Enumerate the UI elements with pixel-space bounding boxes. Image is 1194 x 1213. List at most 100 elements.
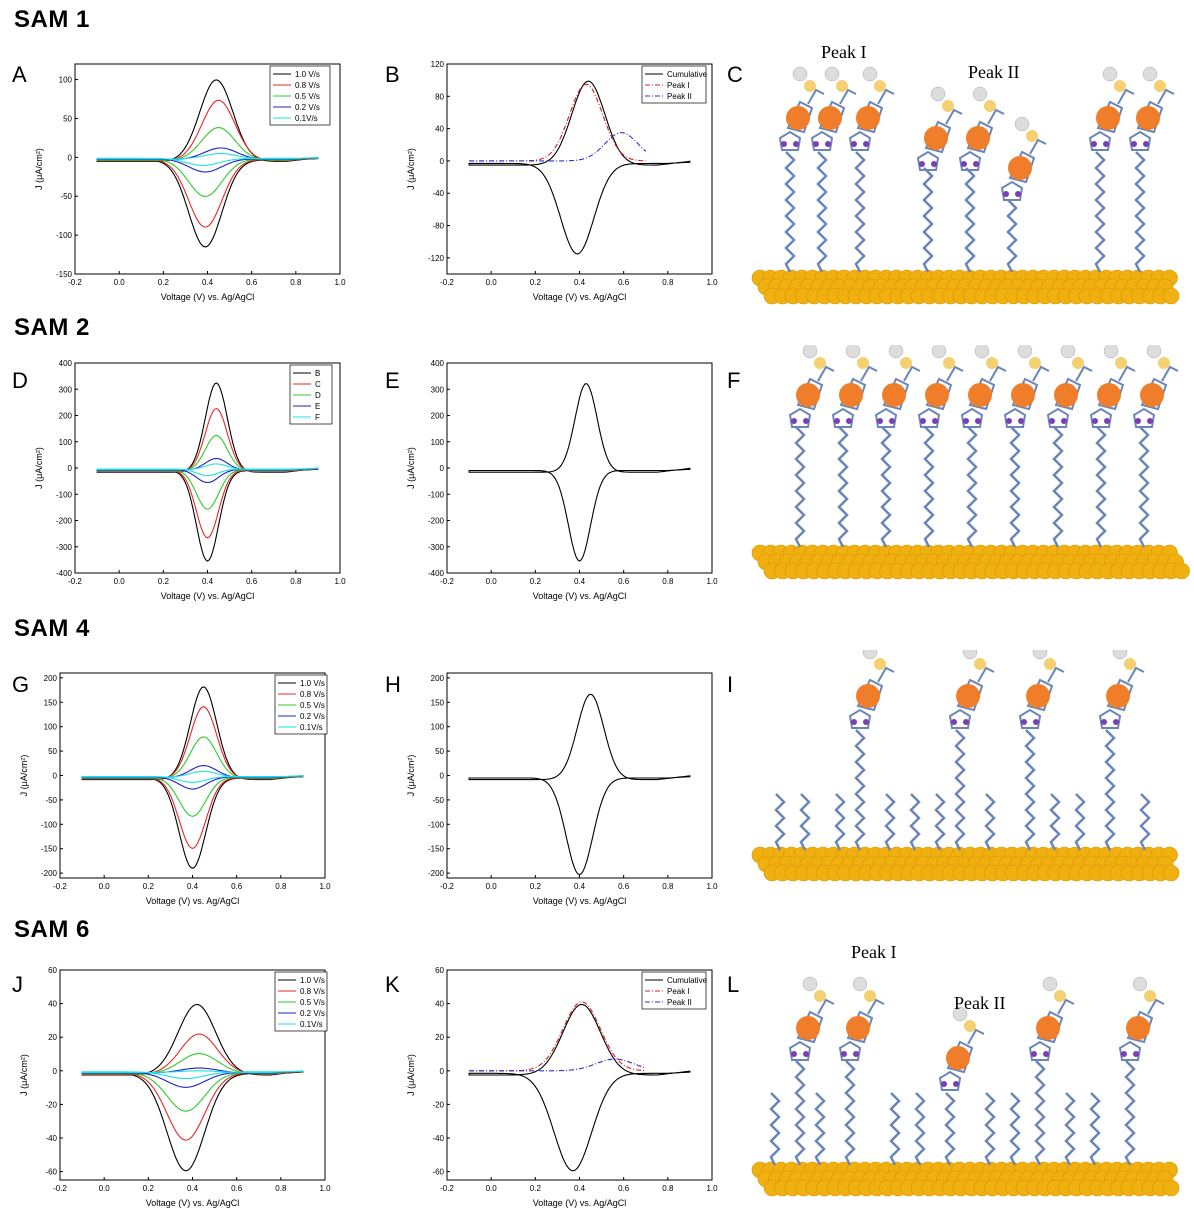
x-axis-label: Voltage (V) vs. Ag/AgCl bbox=[146, 896, 240, 906]
x-tick-label: 0.0 bbox=[99, 882, 111, 891]
y-axis-label: J (μA/cm²) bbox=[19, 1054, 29, 1096]
series-line-0-2-v-s bbox=[96, 147, 319, 173]
x-tick-label: 0.0 bbox=[114, 278, 126, 287]
y-axis-label: J (μA/cm²) bbox=[406, 755, 416, 797]
x-tick-label: 1.0 bbox=[319, 882, 331, 891]
y-tick-label: 200 bbox=[59, 412, 73, 421]
oxygen-atom bbox=[874, 80, 886, 92]
nitrogen-atom bbox=[781, 141, 787, 147]
y-tick-label: 200 bbox=[431, 412, 445, 421]
x-tick-label: 0.2 bbox=[158, 278, 170, 287]
nitrogen-atom bbox=[851, 719, 857, 725]
x-tick-label: -0.2 bbox=[53, 1184, 67, 1193]
y-tick-label: 0 bbox=[53, 1067, 58, 1076]
triazole-ring bbox=[1000, 180, 1024, 201]
series-line-f bbox=[96, 463, 319, 477]
legend-entry: Peak I bbox=[667, 987, 690, 996]
triazole-ring bbox=[1118, 1040, 1142, 1061]
triazole-ring bbox=[917, 407, 941, 428]
oxygen-atom bbox=[874, 658, 886, 670]
panel-letter-i: I bbox=[727, 672, 734, 697]
sam1-title: SAM 1 bbox=[14, 6, 90, 33]
y-axis-label: J (μA/cm²) bbox=[406, 447, 416, 489]
triazole-ring bbox=[1088, 130, 1112, 151]
y-tick-label: 0 bbox=[440, 464, 445, 473]
y-tick-label: 400 bbox=[59, 359, 73, 368]
sam2-title: SAM 2 bbox=[14, 314, 90, 341]
nitrogen-atom bbox=[791, 418, 797, 424]
x-tick-label: 0.6 bbox=[618, 882, 630, 891]
gold-atom bbox=[1162, 1179, 1180, 1197]
y-tick-label: -150 bbox=[56, 270, 73, 279]
linker-bond bbox=[807, 88, 825, 105]
y-tick-label: -300 bbox=[428, 543, 445, 552]
linker-bond bbox=[867, 998, 885, 1015]
x-tick-label: 0.0 bbox=[114, 577, 126, 586]
x-tick-label: 0.0 bbox=[486, 278, 498, 287]
y-tick-label: -50 bbox=[45, 796, 57, 805]
y-tick-label: -300 bbox=[56, 543, 73, 552]
triazole-ring bbox=[960, 407, 984, 428]
linker-bond bbox=[877, 88, 895, 105]
sam4-title: SAM 4 bbox=[14, 615, 90, 642]
ferrocene-unit bbox=[924, 126, 948, 150]
y-tick-label: -50 bbox=[60, 192, 72, 201]
alkyl-chain bbox=[1052, 426, 1064, 548]
nitrogen-atom bbox=[1049, 418, 1055, 424]
nitrogen-atom bbox=[1018, 418, 1024, 424]
nitrogen-atom bbox=[1121, 1051, 1127, 1057]
x-axis-label: Voltage (V) vs. Ag/AgCl bbox=[161, 591, 255, 601]
oxygen-atom bbox=[1026, 130, 1038, 142]
legend-entry: D bbox=[315, 391, 321, 400]
y-tick-label: -100 bbox=[41, 820, 58, 829]
alkyl-chain bbox=[1134, 151, 1146, 273]
legend-entry: 0.1V/s bbox=[300, 1020, 323, 1029]
sam2-monolayer-illustration bbox=[751, 345, 1190, 580]
alkyl-chain bbox=[880, 426, 892, 548]
nitrogen-atom bbox=[863, 719, 869, 725]
legend-entry: 0.8 V/s bbox=[300, 987, 325, 996]
series-line-peak-i bbox=[469, 83, 646, 162]
terminal-atom bbox=[1032, 650, 1048, 660]
triazole-ring bbox=[778, 130, 802, 151]
triazole-ring bbox=[1003, 407, 1027, 428]
triazole-ring bbox=[948, 708, 972, 729]
panel-letter-k: K bbox=[385, 972, 400, 997]
nitrogen-atom bbox=[841, 1051, 847, 1057]
x-tick-label: 0.4 bbox=[574, 1184, 586, 1193]
y-tick-label: -20 bbox=[45, 1100, 57, 1109]
series-line-c bbox=[96, 408, 319, 539]
legend-entry: E bbox=[315, 402, 320, 411]
cv-chart-a: -0.2 0.0 0.2 0.4 0.6 0.8 1.0 -150 -100 -50 0 50 100 V… bbox=[34, 63, 346, 302]
linker-bond bbox=[1075, 365, 1093, 382]
nitrogen-atom bbox=[963, 418, 969, 424]
nitrogen-atom bbox=[1033, 719, 1039, 725]
y-axis-label: J (μA/cm²) bbox=[406, 148, 416, 190]
x-axis-label: Voltage (V) vs. Ag/AgCl bbox=[533, 591, 627, 601]
nitrogen-atom bbox=[877, 418, 883, 424]
terminal-atom bbox=[972, 86, 988, 102]
y-tick-label: 300 bbox=[431, 385, 445, 394]
nitrogen-atom bbox=[973, 161, 979, 167]
legend-entry: B bbox=[315, 369, 320, 378]
ferrocene-unit bbox=[1140, 383, 1164, 407]
nitrogen-atom bbox=[1061, 418, 1067, 424]
cv-chart-g: -0.2 0.0 0.2 0.4 0.6 0.8 1.0 -200 -150 -100 -50 0 50… bbox=[19, 672, 331, 906]
nitrogen-atom bbox=[975, 418, 981, 424]
alkyl-chain bbox=[884, 793, 896, 851]
ferrocene-unit bbox=[1126, 1016, 1150, 1040]
terminal-atom bbox=[862, 650, 878, 660]
y-tick-label: -100 bbox=[428, 820, 445, 829]
oxygen-atom bbox=[1158, 357, 1170, 369]
plot-frame bbox=[446, 672, 713, 879]
triazole-ring bbox=[810, 130, 834, 151]
x-tick-label: -0.2 bbox=[53, 882, 67, 891]
triazole-ring bbox=[838, 1040, 862, 1061]
y-tick-label: -150 bbox=[428, 845, 445, 854]
x-tick-label: 0.2 bbox=[530, 278, 542, 287]
y-tick-label: 150 bbox=[44, 698, 58, 707]
alkyl-chain bbox=[922, 167, 934, 273]
x-tick-label: -0.2 bbox=[440, 577, 454, 586]
peak-1-label-c: Peak I bbox=[821, 42, 867, 62]
linker-bond bbox=[1147, 998, 1165, 1015]
